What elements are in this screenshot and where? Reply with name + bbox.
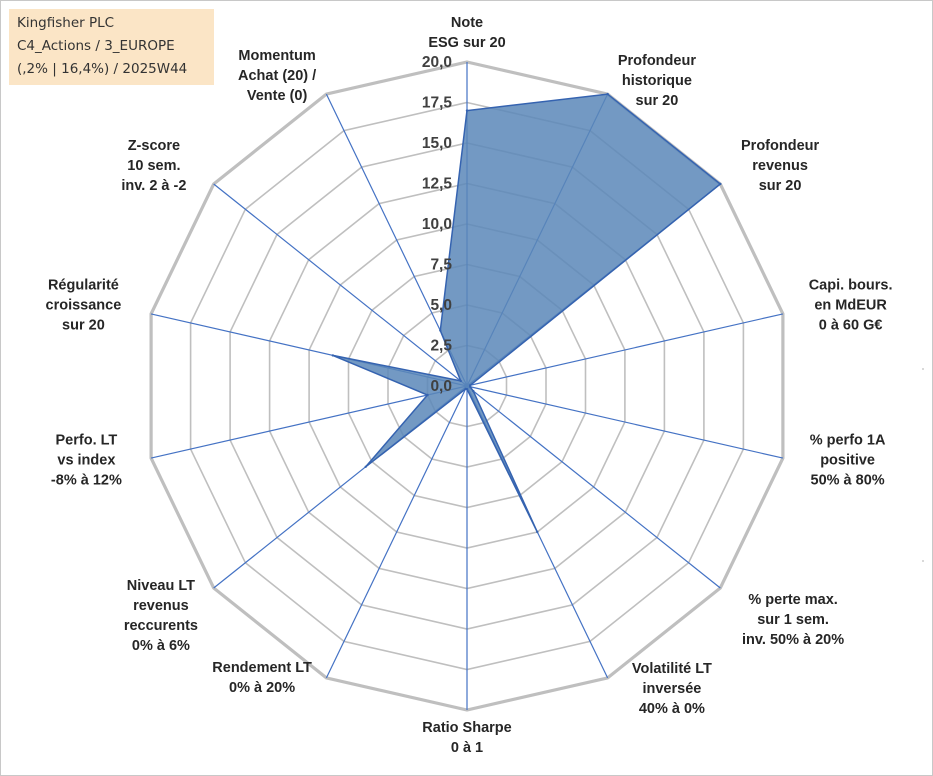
data-point-1: [606, 92, 609, 96]
spoke-8: [325, 385, 468, 679]
axis-label-line: 40% à 0%: [639, 701, 705, 717]
axis-label-line: Niveau LT: [127, 578, 195, 594]
axis-label-line: 0 à 1: [451, 740, 483, 756]
axis-label-line: croissance: [46, 298, 122, 314]
axis-label-line: positive: [820, 452, 875, 468]
axis-label-line: Capi. bours.: [809, 278, 893, 294]
axis-label-2: Profondeur revenus sur 20: [741, 138, 819, 194]
data-point-8: [464, 387, 467, 391]
axis-label-0: Note ESG sur 20: [428, 15, 505, 51]
axis-label-line: % perfo 1A: [810, 432, 886, 448]
axis-label-line: Vente (0): [247, 88, 308, 104]
data-point-10: [426, 393, 429, 397]
axis-label-8: Rendement LT 0% à 20%: [212, 660, 312, 696]
axis-label-line: 0% à 6%: [132, 638, 190, 654]
data-point-11: [331, 354, 334, 357]
axis-label-line: historique: [622, 73, 692, 89]
axis-label-line: Volatilité LT: [632, 661, 712, 677]
data-point-13: [439, 329, 442, 332]
tick-label-8: 20,0: [422, 54, 452, 71]
axis-label-line: Profondeur: [618, 53, 696, 69]
info-company-name: Kingfisher PLC: [17, 15, 115, 31]
axis-label-line: Perfo. LT: [56, 432, 118, 448]
axis-label-line: Z-score: [128, 138, 180, 154]
axis-label-line: inversée: [642, 681, 701, 697]
info-box: Kingfisher PLC C4_Actions / 3_EUROPE (,2…: [9, 9, 214, 85]
axis-label-11: Régularité croissance sur 20: [46, 278, 122, 334]
axis-label-line: sur 20: [62, 318, 105, 334]
axis-label-1: Profondeur historique sur 20: [618, 53, 696, 109]
data-point-6: [536, 530, 539, 534]
axis-label-line: sur 20: [759, 178, 802, 194]
axis-label-13: Momentum Achat (20) / Vente (0): [238, 48, 316, 104]
axis-label-line: % perte max.: [748, 592, 837, 608]
axis-label-12: Z-score 10 sem. inv. 2 à -2: [121, 138, 186, 194]
info-category: C4_Actions / 3_EUROPE: [17, 38, 175, 54]
data-point-12: [459, 379, 462, 383]
radial-tick-labels: 0,0 2,5 5,0 7,5 10,0 12,5 15,0 17,5 20,0: [422, 54, 453, 395]
axis-label-line: ESG sur 20: [428, 35, 505, 51]
tick-label-5: 12,5: [422, 176, 453, 193]
axis-label-line: 0 à 60 G€: [819, 318, 883, 334]
axis-label-line: Momentum: [238, 48, 315, 64]
tick-label-7: 17,5: [422, 95, 453, 112]
axis-label-line: -8% à 12%: [51, 472, 122, 488]
axis-label-line: vs index: [57, 452, 115, 468]
tick-label-3: 7,5: [430, 257, 452, 274]
axis-label-line: inv. 50% à 20%: [742, 632, 844, 648]
tick-label-0: 0,0: [430, 378, 452, 395]
axis-label-line: Achat (20) /: [238, 68, 316, 84]
axis-label-line: Rendement LT: [212, 660, 312, 676]
tick-label-6: 15,0: [422, 135, 452, 152]
axis-label-5: % perte max. sur 1 sem. inv. 50% à 20%: [742, 592, 844, 648]
data-point-5: [472, 389, 475, 393]
data-point-9: [364, 465, 367, 468]
data-point-4: [469, 385, 472, 388]
axis-label-line: revenus: [752, 158, 808, 174]
axis-label-line: en MdEUR: [814, 298, 887, 314]
scroll-indicator: [922, 560, 924, 562]
spoke-4: [466, 385, 784, 459]
scroll-indicator: [922, 368, 924, 370]
axis-label-10: Perfo. LT vs index -8% à 12%: [51, 432, 122, 488]
axis-label-7: Ratio Sharpe 0 à 1: [422, 720, 511, 756]
spoke-5: [466, 385, 721, 589]
axis-label-9: Niveau LT revenus reccurents 0% à 6%: [124, 578, 198, 654]
axis-label-line: Régularité: [48, 278, 119, 294]
spoke-10: [150, 385, 468, 459]
axis-labels: Note ESG sur 20 Profondeur historique sur 20…: [46, 15, 893, 756]
info-range-week: (,2% | 16,4%) / 2025W44: [17, 61, 188, 77]
axis-label-line: reccurents: [124, 618, 198, 634]
axis-label-line: inv. 2 à -2: [121, 178, 186, 194]
tick-label-4: 10,0: [422, 216, 452, 233]
axis-label-line: 50% à 80%: [811, 472, 885, 488]
axis-label-line: 0% à 20%: [229, 680, 295, 696]
tick-label-2: 5,0: [430, 297, 452, 314]
tick-label-1: 2,5: [430, 338, 452, 355]
axis-label-3: Capi. bours. en MdEUR 0 à 60 G€: [809, 278, 893, 334]
axis-label-line: Note: [451, 15, 483, 31]
spoke-12: [213, 183, 468, 387]
axis-label-4: % perfo 1A positive 50% à 80%: [810, 432, 886, 488]
radar-series: [331, 92, 722, 534]
axis-label-line: revenus: [133, 598, 189, 614]
axis-label-line: sur 1 sem.: [757, 612, 829, 628]
axis-label-line: Profondeur: [741, 138, 819, 154]
axis-label-line: 10 sem.: [127, 158, 180, 174]
axis-label-6: Volatilité LT inversée 40% à 0%: [632, 661, 712, 717]
axis-label-line: sur 20: [636, 93, 679, 109]
spoke-3: [466, 313, 784, 387]
data-point-2: [719, 182, 722, 186]
axis-label-line: Ratio Sharpe: [422, 720, 511, 736]
data-point-0: [465, 109, 469, 112]
